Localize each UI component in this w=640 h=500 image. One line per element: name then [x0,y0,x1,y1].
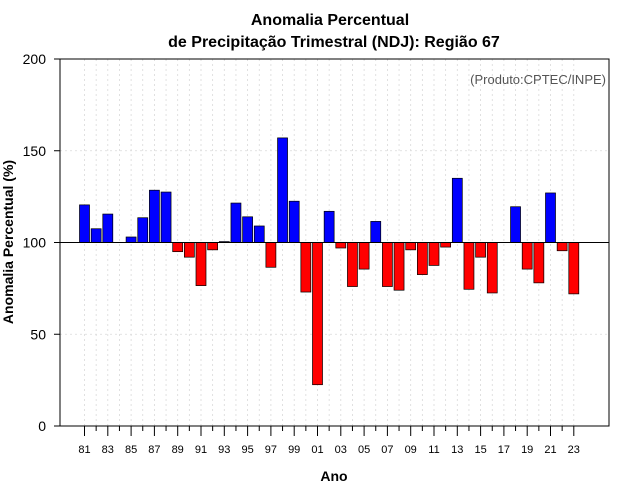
x-tick-label: 85 [125,444,137,456]
bar-23 [568,242,580,295]
bar-06 [370,221,382,243]
bar-94 [230,202,242,243]
y-tick-label: 150 [23,143,47,159]
x-axis: 81 83 85 87 89 91 93 95 97 99 01 03 05 07 09 11 13 15 17 19… [78,426,580,456]
bar-05 [358,242,370,270]
x-tick-label: 87 [148,444,160,456]
bar-12 [440,242,451,248]
x-tick-label: 05 [358,444,370,456]
x-tick-label: 93 [218,444,230,456]
bar-90 [184,242,195,258]
bar-87 [149,189,160,243]
x-tick-label: 09 [405,444,417,456]
y-tick-label: 50 [30,326,46,342]
x-tick-label: 97 [265,444,277,456]
x-tick-label: 15 [474,444,486,456]
bar-11 [428,242,440,266]
x-tick-label: 11 [428,444,439,456]
bar-82 [90,228,102,243]
x-axis-title: Ano [320,468,347,484]
bar-00 [300,242,312,293]
bar-81 [79,204,90,243]
bar-86 [137,217,149,243]
bar-21 [545,192,556,243]
x-tick-label: 91 [195,444,207,456]
x-tick-label: 19 [521,444,533,456]
bar-13 [451,177,463,243]
chart-title-line2: de Precipitação Trimestral (NDJ): Região… [168,34,500,51]
bar-14 [463,242,475,290]
bar-01 [312,242,323,386]
bar-04 [347,242,358,287]
x-tick-label: 17 [498,444,510,456]
y-tick-label: 200 [23,51,47,67]
y-axis: 0 50 100 150 200 [23,51,60,434]
y-tick-label: 0 [38,418,46,434]
bar-19 [521,242,533,270]
x-tick-label: 07 [381,444,393,456]
bar-02 [323,210,335,243]
bar-95 [242,216,253,243]
x-tick-label: 03 [335,444,347,456]
x-tick-label: 95 [241,444,253,456]
bar-20 [533,242,545,284]
bar-97 [265,242,277,268]
bar-92 [207,242,218,251]
credit-label: (Produto:CPTEC/INPE) [470,72,606,87]
bar-15 [475,242,486,258]
x-tick-label: 99 [288,444,300,456]
bar-99 [288,200,300,243]
bar-98 [277,137,288,243]
y-tick-label: 100 [23,235,47,251]
x-tick-label: 13 [451,444,463,456]
bar-10 [417,242,428,275]
x-tick-label: 89 [172,444,184,456]
x-tick-label: 83 [102,444,114,456]
bar-88 [160,191,172,243]
bar-85 [125,236,137,243]
bar-89 [172,242,184,253]
x-tick-label: 81 [78,444,90,456]
bar-18 [510,206,521,243]
x-tick-label: 01 [311,444,323,456]
chart-title-line1: Anomalia Percentual [251,12,409,29]
bar-96 [253,225,265,243]
x-tick-label: 21 [544,444,556,456]
bar-22 [556,242,568,252]
bar-91 [195,242,207,286]
bar-07 [382,242,393,287]
bar-83 [102,213,114,243]
bar-03 [335,242,347,249]
bar-16 [486,242,498,294]
y-axis-title: Anomalia Percentual (%) [0,160,16,324]
bar-09 [405,242,417,251]
bar-series [79,137,580,386]
x-tick-label: 23 [568,444,580,456]
bar-08 [393,242,405,291]
